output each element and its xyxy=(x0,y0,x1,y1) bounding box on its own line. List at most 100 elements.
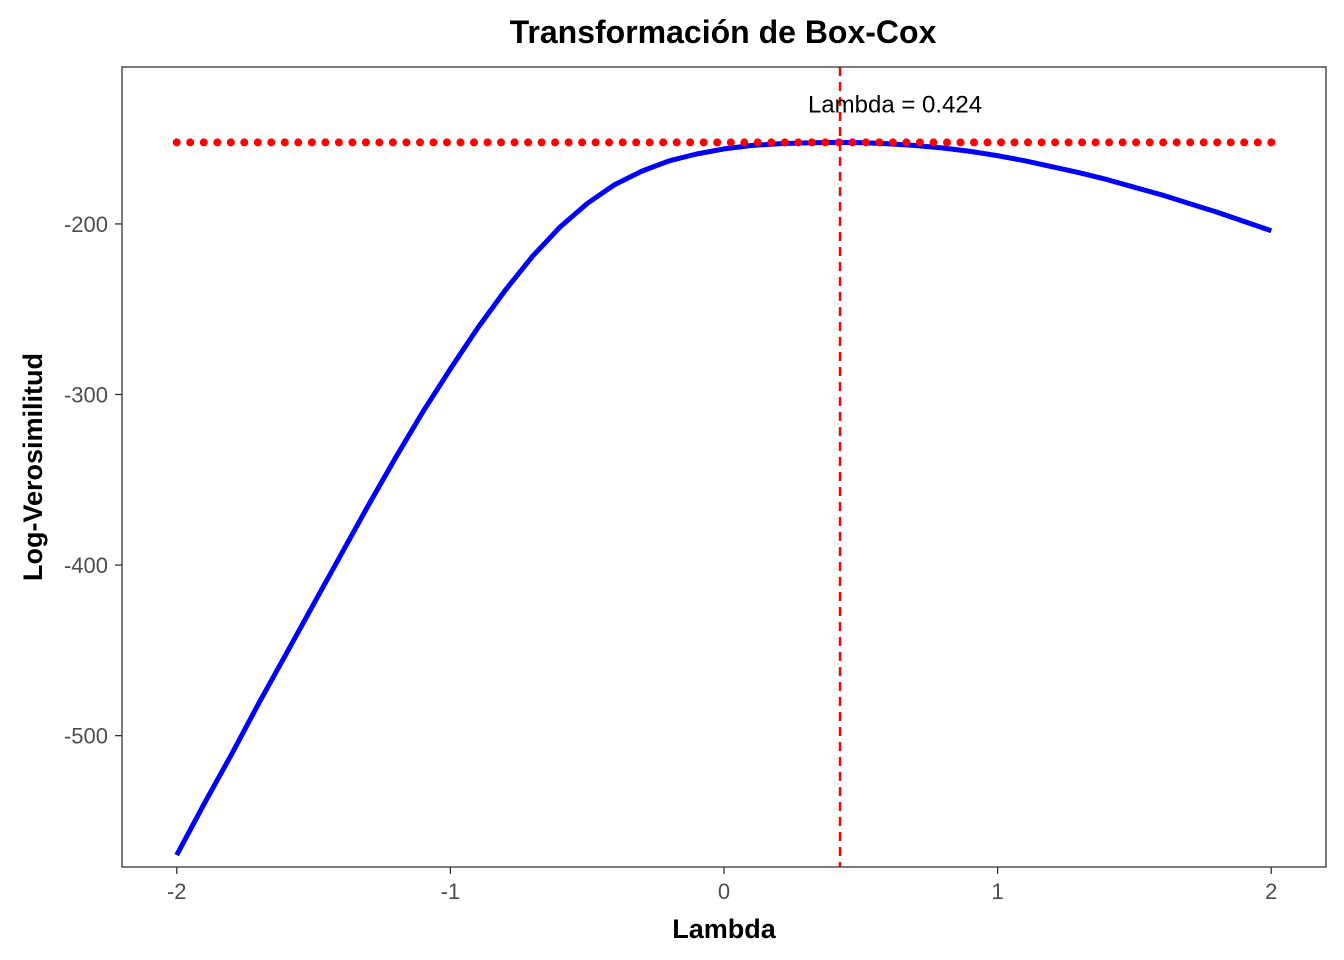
max-loglik-dot xyxy=(470,138,478,147)
x-tick-label: -1 xyxy=(441,879,461,904)
chart-title: Transformación de Box-Cox xyxy=(510,14,937,50)
max-loglik-dot xyxy=(1051,138,1060,147)
max-loglik-dot xyxy=(794,138,803,147)
max-loglik-dot xyxy=(1132,138,1141,147)
max-loglik-dot xyxy=(672,138,681,147)
max-loglik-dot xyxy=(1091,138,1100,147)
max-loglik-dot xyxy=(226,138,235,147)
max-loglik-dot xyxy=(699,138,708,147)
max-loglik-dot xyxy=(456,138,465,147)
max-loglik-dot xyxy=(483,138,492,147)
max-loglik-dot xyxy=(294,138,303,147)
max-loglik-dot xyxy=(361,138,370,147)
x-tick-label: -2 xyxy=(167,879,187,904)
loglik-curve xyxy=(174,139,1273,857)
y-axis-title: Log-Verosimilitud xyxy=(18,353,48,581)
max-loglik-dot xyxy=(280,138,289,147)
max-loglik-dot xyxy=(1267,138,1276,147)
max-loglik-dot xyxy=(497,138,505,147)
max-loglik-dot xyxy=(564,138,573,147)
max-loglik-dot xyxy=(888,138,897,147)
max-loglik-dot xyxy=(307,138,316,147)
max-loglik-dot xyxy=(443,138,451,147)
max-loglik-dot xyxy=(186,138,195,147)
max-loglik-dot xyxy=(537,138,546,147)
max-loglik-dot xyxy=(1064,138,1073,147)
plot-area xyxy=(172,67,1276,867)
max-loglik-dot xyxy=(753,138,762,147)
max-loglik-dot xyxy=(929,138,938,147)
x-axis: -2 -1 0 1 2 xyxy=(167,867,1277,904)
max-loglik-dot xyxy=(618,138,627,147)
max-loglik-dot xyxy=(429,138,438,147)
y-tick-label: -400 xyxy=(64,553,108,578)
max-loglik-dot xyxy=(1145,138,1154,147)
max-loglik-dot xyxy=(861,138,870,147)
max-loglik-dot xyxy=(726,138,735,147)
max-loglik-dot xyxy=(334,138,343,147)
max-loglik-dot xyxy=(321,138,330,147)
lambda-annotation: Lambda = 0.424 xyxy=(808,92,982,119)
max-loglik-dot xyxy=(172,138,181,147)
max-loglik-dot xyxy=(253,138,262,147)
max-loglik-dot xyxy=(1078,138,1087,147)
max-loglik-dot xyxy=(1186,138,1195,147)
max-loglik-dot xyxy=(388,138,397,147)
max-loglik-dot xyxy=(510,138,519,147)
max-loglik-dot xyxy=(1226,138,1235,147)
max-loglik-dot xyxy=(213,138,222,147)
max-loglik-dot xyxy=(416,138,424,147)
max-loglik-dot xyxy=(1253,138,1262,147)
max-loglik-dot xyxy=(970,138,978,147)
max-loglik-dot xyxy=(1213,138,1222,147)
x-tick-label: 2 xyxy=(1265,879,1277,904)
max-loglik-dot xyxy=(1159,138,1168,147)
y-tick-label: -500 xyxy=(64,724,108,749)
max-loglik-dot xyxy=(1037,138,1046,147)
max-loglik-dot xyxy=(1240,138,1249,147)
max-loglik-dot xyxy=(740,138,749,147)
panel-border xyxy=(121,66,1327,868)
max-loglik-dot xyxy=(767,138,776,147)
max-loglik-dot xyxy=(402,138,411,147)
max-loglik-dot xyxy=(902,138,911,147)
max-loglik-dot xyxy=(240,138,249,147)
max-loglik-dot xyxy=(267,138,276,147)
max-loglik-dot xyxy=(713,138,722,147)
max-loglik-dot xyxy=(848,138,857,147)
max-loglik-dot xyxy=(348,138,357,147)
max-loglik-dot xyxy=(1199,138,1208,147)
max-loglik-dot xyxy=(632,138,641,147)
max-loglik-dot xyxy=(375,138,384,147)
max-loglik-dot xyxy=(821,138,830,147)
max-loglik-dot xyxy=(807,138,816,147)
x-axis-title: Lambda xyxy=(672,914,777,944)
max-loglik-dot xyxy=(1105,138,1114,147)
max-loglik-dot xyxy=(659,138,668,147)
max-loglik-dot xyxy=(915,138,924,147)
max-loglik-dot xyxy=(1118,138,1127,147)
max-loglik-dot xyxy=(943,138,951,147)
y-axis: -200 -300 -400 -500 xyxy=(64,212,122,749)
max-loglik-dot xyxy=(875,138,884,147)
max-loglik-dot xyxy=(997,138,1005,147)
max-loglik-dot xyxy=(578,138,587,147)
max-loglik-dot xyxy=(1024,138,1032,147)
max-loglik-dot xyxy=(956,138,965,147)
max-loglik-dot xyxy=(983,138,992,147)
max-loglik-dot xyxy=(686,138,695,147)
max-loglik-dot xyxy=(605,138,614,147)
x-tick-label: 1 xyxy=(992,879,1004,904)
max-loglik-dot xyxy=(551,138,560,147)
x-tick-label: 0 xyxy=(718,879,730,904)
max-loglik-dot xyxy=(780,138,789,147)
y-tick-label: -300 xyxy=(64,383,108,408)
max-loglik-dot xyxy=(524,138,533,147)
max-loglik-dot xyxy=(591,138,600,147)
max-loglik-dot xyxy=(1172,138,1181,147)
max-loglik-dot xyxy=(645,138,654,147)
y-tick-label: -200 xyxy=(64,212,108,237)
max-loglik-dot xyxy=(199,138,208,147)
max-loglik-dot xyxy=(1010,138,1019,147)
